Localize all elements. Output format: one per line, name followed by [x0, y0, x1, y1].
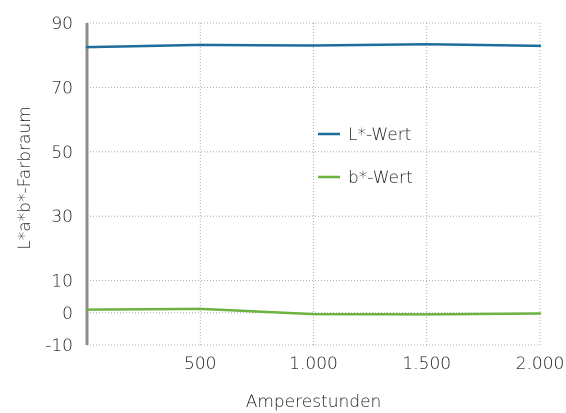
- data-point: [85, 45, 89, 49]
- data-point: [538, 44, 542, 48]
- x-tick-label: 1.500: [402, 354, 451, 374]
- data-point: [199, 307, 202, 311]
- x-tick-label: 1.000: [289, 354, 338, 374]
- data-point: [312, 312, 315, 316]
- x-tick-label: 500: [184, 354, 216, 374]
- y-tick-label: -10: [45, 336, 73, 356]
- legend-label: b*-Wert: [348, 168, 413, 188]
- grid: [87, 22, 541, 346]
- data-point: [312, 44, 315, 47]
- series-lines: [85, 43, 542, 316]
- y-tick-label: 70: [51, 78, 73, 98]
- data-point: [425, 43, 428, 46]
- y-tick-label: 30: [51, 207, 73, 227]
- data-point: [85, 308, 89, 311]
- x-axis-title: Amperestunden: [246, 392, 382, 412]
- legend: L*-Wert b*-Wert: [318, 125, 413, 188]
- data-point: [538, 312, 542, 315]
- y-axis-title: L*a*b*-Farbraum: [15, 106, 35, 249]
- y-tick-label: 90: [51, 14, 73, 34]
- axes: 90 70 50 30 10 0 -10 500 1.000 1.500 2.000: [45, 14, 564, 374]
- y-tick-label: 0: [62, 304, 73, 324]
- y-tick-label: 10: [51, 272, 73, 292]
- legend-label: L*-Wert: [348, 125, 411, 145]
- data-point: [425, 313, 428, 316]
- data-point: [199, 43, 202, 47]
- y-tick-label: 50: [51, 143, 73, 163]
- x-tick-label: 2.000: [516, 354, 565, 374]
